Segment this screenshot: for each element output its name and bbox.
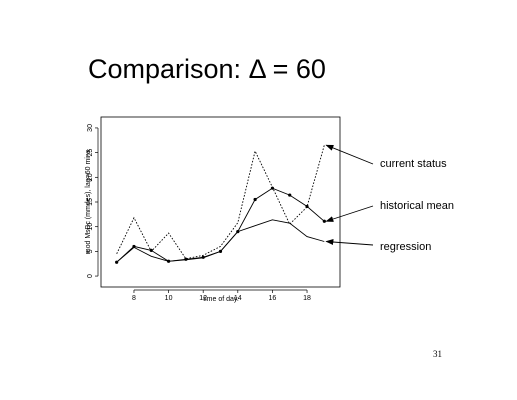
y-tick-label: 15 — [87, 198, 94, 206]
series-point-historical — [288, 193, 292, 197]
x-tick-label: 18 — [303, 295, 311, 302]
annotation-label-regression: regression — [380, 241, 431, 253]
arrow-historical — [325, 205, 374, 222]
series-point-historical — [149, 248, 153, 252]
series-point-historical — [270, 186, 275, 190]
x-tick-label: 10 — [165, 295, 173, 302]
y-axis-label: mod MsBc (mmdes), lag=60 mins — [85, 149, 92, 254]
series-point-historical — [253, 197, 257, 202]
series-point-historical — [322, 219, 326, 223]
y-tick-label: 30 — [87, 124, 94, 132]
annotation-label-historical: historical mean — [380, 200, 454, 212]
y-tick-label: 25 — [87, 149, 94, 157]
x-tick-label: 12 — [199, 295, 207, 302]
y-tick-label: 5 — [87, 249, 94, 253]
arrow-current — [325, 144, 374, 165]
arrow-regression — [325, 239, 374, 246]
plot-frame — [100, 116, 341, 288]
slide-title: Comparison: Δ = 60 — [88, 54, 326, 84]
series-line-current — [116, 145, 325, 260]
y-tick-label: 20 — [87, 173, 94, 181]
x-axis-label: time of day. — [203, 296, 239, 303]
series-line-regression — [116, 219, 325, 263]
series-point-historical — [305, 204, 309, 209]
x-tick-label: 16 — [269, 295, 277, 302]
series-point-historical — [132, 244, 136, 249]
y-tick-label: 0 — [87, 274, 94, 278]
annotation-label-current: current status — [380, 158, 447, 170]
page-number: 31 — [433, 349, 442, 359]
x-tick-label: 8 — [132, 295, 136, 302]
x-tick-label: 14 — [234, 295, 242, 302]
y-tick-label: 10 — [87, 223, 94, 231]
